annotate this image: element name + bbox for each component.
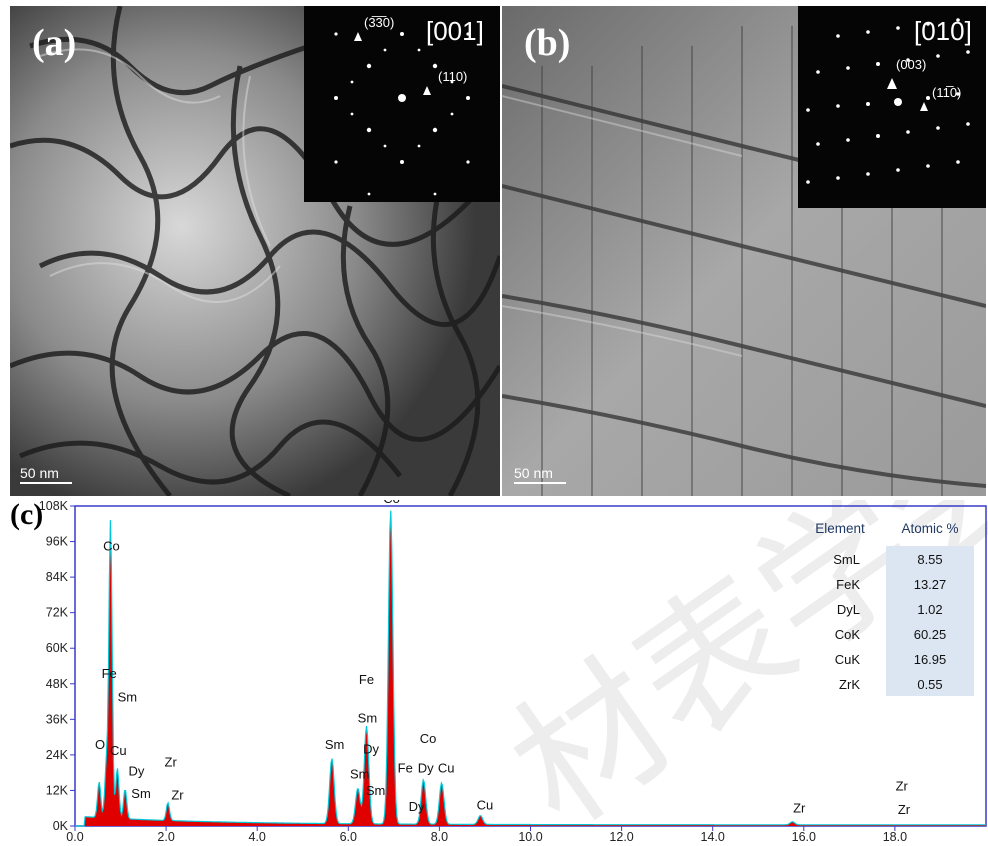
x-tick-label: 14.0: [701, 830, 725, 844]
y-tick-label: 36K: [46, 712, 69, 726]
peak-annotation: Co: [420, 731, 437, 746]
x-tick-label: 18.0: [883, 830, 907, 844]
peak-annotation: Dy: [129, 764, 145, 779]
peak-annotation: Sm: [366, 783, 386, 798]
x-tick-label: 8.0: [431, 830, 448, 844]
y-tick-label: 12K: [46, 783, 69, 797]
y-tick-label: 84K: [46, 570, 69, 584]
y-tick-label: 0K: [53, 819, 69, 833]
zone-axis-label-b: [010]: [914, 16, 972, 46]
peak-annotation: Co: [383, 500, 400, 506]
table-cell-element: CuK: [835, 652, 861, 667]
peak-annotation: Zr: [165, 755, 178, 770]
peak-annotation: Cu: [438, 761, 455, 776]
diffraction-inset-a: [001] (3̅3̅0) (110): [304, 6, 500, 202]
x-tick-label: 10.0: [518, 830, 542, 844]
spot-label-b-1: (003): [896, 57, 927, 72]
peak-annotation: Dy: [409, 799, 425, 814]
table-cell-value: 60.25: [914, 627, 947, 642]
tem-image-panel-b: (b) [010] (003) (11̅0) 50 nm: [502, 6, 986, 496]
peak-annotation: Sm: [325, 737, 345, 752]
scale-bar-b: 50 nm: [514, 465, 566, 484]
peak-annotation: Sm: [358, 710, 378, 725]
table-cell-value: 16.95: [914, 652, 947, 667]
y-tick-label: 108K: [39, 500, 69, 513]
table-cell-element: SmL: [833, 552, 860, 567]
scale-bar-line-a: [20, 482, 72, 484]
table-cell-element: CoK: [835, 627, 861, 642]
table-cell-element: ZrK: [839, 677, 860, 692]
table-cell-element: DyL: [837, 602, 860, 617]
x-tick-label: 2.0: [157, 830, 174, 844]
table-cell-value: 8.55: [917, 552, 942, 567]
table-cell-value: 1.02: [917, 602, 942, 617]
x-tick-label: 0.0: [66, 830, 83, 844]
value-column-background: [886, 546, 974, 696]
atomic-table-graphic: Element Atomic % SmL 8.55 FeK 13.27 DyL 1.02 CoK…: [815, 521, 974, 696]
peak-annotation: Fe: [398, 761, 413, 776]
table-header-element: Element: [815, 521, 865, 536]
peak-annotation: Dy: [363, 741, 379, 756]
scale-bar-label-b: 50 nm: [514, 465, 553, 481]
x-tick-label: 12.0: [609, 830, 633, 844]
peak-annotation: Cu: [477, 798, 494, 813]
peak-annotation: Sm: [350, 767, 370, 782]
peak-annotation: Co: [103, 538, 120, 553]
peak-annotation: Fe: [102, 666, 117, 681]
scale-bar-label-a: 50 nm: [20, 465, 59, 481]
peak-annotation: Sm: [131, 786, 151, 801]
y-tick-label: 48K: [46, 677, 69, 691]
panel-label-b: (b): [524, 22, 571, 64]
peak-annotation: Zr: [896, 778, 909, 793]
spot-label-b-2: (11̅0): [932, 85, 962, 100]
atomic-composition-table: Element Atomic % SmL 8.55 FeK 13.27 DyL 1.02 CoK…: [800, 518, 980, 703]
panel-label-a: (a): [32, 22, 77, 64]
spot-label-a-1: (3̅3̅0): [364, 15, 395, 30]
table-cell-value: 13.27: [914, 577, 947, 592]
diffraction-pattern-a: [334, 32, 470, 196]
peak-annotation: Zr: [793, 801, 806, 816]
spot-label-a-2: (110): [438, 69, 468, 84]
panel-label-c: (c): [10, 498, 44, 531]
diffraction-inset-b: [010] (003) (11̅0): [798, 6, 986, 208]
scale-bar-a: 50 nm: [20, 465, 72, 484]
table-header-atomic: Atomic %: [901, 521, 958, 536]
x-tick-label: 16.0: [792, 830, 816, 844]
peak-annotation: Dy: [418, 761, 434, 776]
peak-annotation: Fe: [359, 672, 374, 687]
peak-annotation: O: [95, 737, 105, 752]
x-tick-label: 6.0: [340, 830, 357, 844]
y-tick-label: 72K: [46, 606, 69, 620]
y-tick-label: 96K: [46, 535, 69, 549]
table-cell-value: 0.55: [917, 677, 942, 692]
spectrum-outline: [75, 510, 986, 827]
table-cell-element: FeK: [836, 577, 860, 592]
y-tick-label: 60K: [46, 641, 69, 655]
x-tick-label: 4.0: [249, 830, 266, 844]
tem-image-panel-a: (a) [001] (3̅3̅0) (110) 50 nm: [10, 6, 500, 496]
zone-axis-label-a: [001]: [426, 16, 484, 46]
peak-annotation: Zr: [898, 802, 911, 817]
peak-annotation: Sm: [118, 690, 138, 705]
scale-bar-line-b: [514, 482, 566, 484]
diffraction-pattern-b: [806, 18, 970, 184]
peak-annotation: Cu: [110, 743, 127, 758]
peak-annotation: Zr: [171, 787, 184, 802]
y-tick-label: 24K: [46, 748, 69, 762]
